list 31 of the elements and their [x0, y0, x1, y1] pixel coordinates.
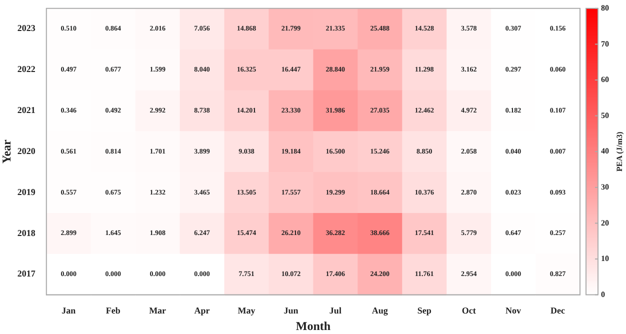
- x-tick-label: Dec: [550, 306, 566, 316]
- x-tick-label: May: [238, 306, 256, 316]
- x-tick-label: Sep: [417, 306, 432, 316]
- y-tick-label: 2022: [17, 64, 36, 74]
- color-bar-label: 0: [601, 290, 605, 299]
- x-tick-label: Feb: [106, 306, 120, 316]
- color-bar-label: 80: [601, 3, 609, 12]
- color-bar-label: 30: [601, 182, 609, 192]
- color-bar-label: 40: [601, 146, 609, 156]
- y-tick-label: 2019: [17, 186, 36, 197]
- x-tick-label: Oct: [462, 306, 476, 316]
- y-tick-label: 2020: [17, 146, 36, 156]
- x-tick-label: Jan: [62, 306, 76, 316]
- y-tick-label: 2017: [17, 268, 36, 279]
- y-tick-label: 2018: [17, 228, 36, 238]
- color-bar-title: PEA (J/m3): [615, 131, 624, 172]
- color-bar-label: 70: [601, 39, 609, 48]
- x-tick-label: Jun: [284, 306, 298, 316]
- x-tick-label: Apr: [194, 306, 210, 316]
- x-tick-label: Mar: [149, 306, 166, 316]
- x-tick-label: Jul: [329, 306, 342, 316]
- color-bar-label: 60: [601, 75, 609, 84]
- x-tick-label: Nov: [506, 306, 522, 316]
- y-tick-label: 2023: [17, 23, 36, 34]
- color-bar-label: 50: [601, 110, 609, 120]
- x-axis-title: Month: [296, 318, 331, 333]
- color-bar-label: 20: [601, 218, 609, 228]
- color-bar-label: 10: [601, 254, 609, 264]
- y-tick-label: 2021: [17, 105, 36, 116]
- y-axis-title: Year: [0, 138, 14, 164]
- x-tick-label: Aug: [372, 306, 388, 316]
